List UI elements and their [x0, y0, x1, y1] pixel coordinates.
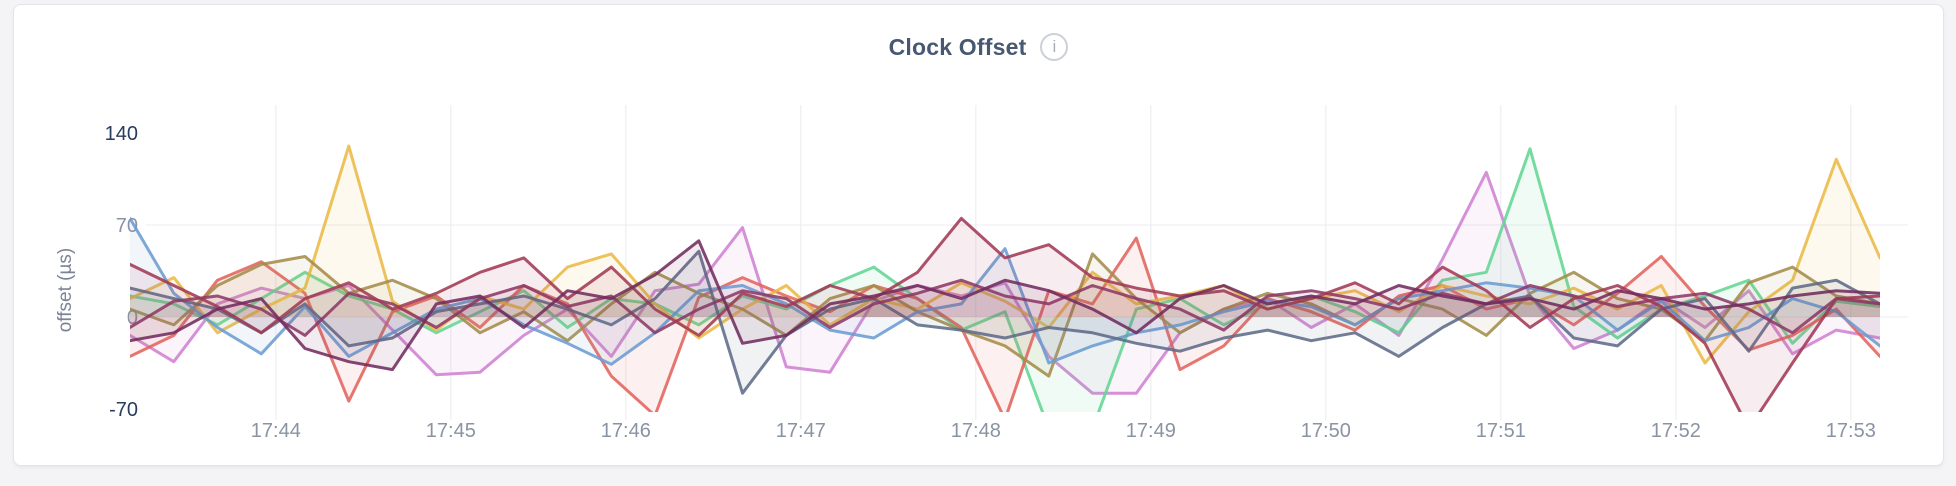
x-tick-label: 17:50: [1301, 420, 1351, 442]
series-line-plum: [130, 239, 1880, 372]
x-tick-label: 17:46: [601, 420, 651, 442]
series-area-slate: [130, 251, 1880, 394]
x-tick-label: 17:49: [1126, 420, 1176, 442]
series-area-burgundy: [130, 218, 1880, 412]
series-line-blue: [130, 216, 1880, 366]
x-tick-label: 17:51: [1476, 420, 1526, 442]
series-line-orchid: [130, 170, 1880, 395]
x-tick-label: 17:53: [1826, 420, 1876, 442]
y-tick-label: 0: [127, 307, 138, 329]
series-area-olive: [130, 253, 1880, 377]
series-line-salmon: [130, 236, 1880, 412]
x-tick-label: 17:48: [951, 420, 1001, 442]
series-area-plum: [130, 240, 1880, 370]
chart-title: Clock Offset: [888, 33, 1027, 60]
series-area-green: [130, 148, 1880, 412]
y-axis-label: offset (µs): [55, 247, 76, 333]
x-tick-label: 17:44: [251, 420, 301, 442]
x-tick-label: 17:47: [776, 420, 826, 442]
series-line-burgundy: [130, 216, 1880, 412]
y-tick-label: 140: [105, 123, 138, 145]
series-lines: [130, 144, 1880, 412]
series-line-wine: [130, 278, 1880, 337]
series-line-olive: [130, 252, 1880, 378]
x-tick-label: 17:45: [426, 420, 476, 442]
chart-header: Clock Offset i: [14, 33, 1943, 61]
x-tick-label: 17:52: [1651, 420, 1701, 442]
series-area-salmon: [130, 238, 1880, 412]
info-icon[interactable]: i: [1040, 33, 1069, 61]
series-area-blue: [130, 218, 1880, 365]
y-tick-label: -70: [109, 399, 138, 421]
